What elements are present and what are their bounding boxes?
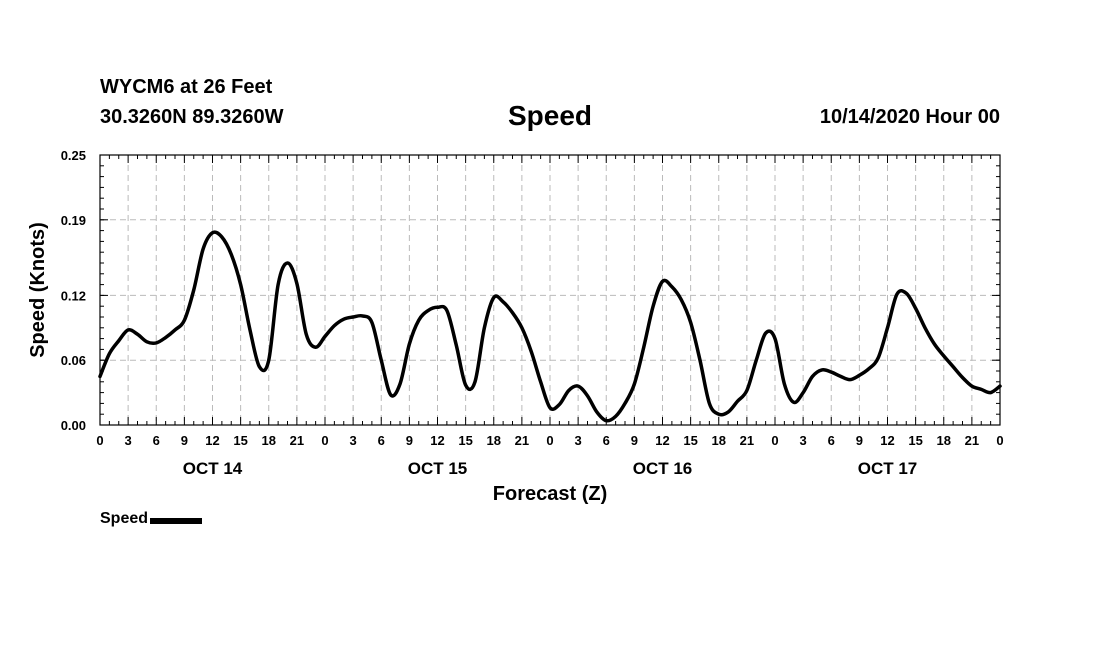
x-tick-label: 21 — [290, 433, 304, 448]
chart-title: Speed — [507, 100, 593, 131]
x-tick-label: 3 — [575, 433, 582, 448]
forecast-run-time: 10/14/2020 Hour 00 — [819, 106, 1000, 128]
series-line-speed — [98, 230, 1002, 423]
x-tick-label: 3 — [800, 433, 807, 448]
x-tick-label: 9 — [181, 433, 188, 448]
x-tick-label: 9 — [856, 433, 863, 448]
x-tick-label: 18 — [262, 433, 276, 448]
x-axis-label: Forecast (Z) — [493, 483, 607, 505]
x-tick-label: 6 — [378, 433, 385, 448]
y-tick-label: 0.12 — [61, 288, 86, 303]
x-tick-label: 12 — [205, 433, 219, 448]
x-tick-label: 18 — [487, 433, 501, 448]
y-tick-label: 0.00 — [61, 418, 86, 433]
x-tick-label: 15 — [233, 433, 247, 448]
y-axis-label: Speed (Knots) — [27, 222, 49, 358]
day-label: OCT 14 — [183, 459, 243, 478]
axis-labels: 0 3 6 9 12 15 18 21 0 3 6 9 12 15 18 21 0 3 6 9 12 15 18 21 0 3 6 9… — [61, 148, 1004, 478]
legend-swatch — [150, 518, 203, 524]
x-tick-label: 0 — [96, 433, 103, 448]
x-tick-label: 3 — [350, 433, 357, 448]
x-tick-label: 0 — [321, 433, 328, 448]
x-tick-label: 15 — [908, 433, 922, 448]
x-tick-label: 12 — [880, 433, 894, 448]
x-tick-label: 15 — [458, 433, 472, 448]
plot-frame — [99, 154, 1001, 426]
x-tick-label: 0 — [546, 433, 553, 448]
x-tick-label: 0 — [771, 433, 778, 448]
x-tick-label: 21 — [515, 433, 529, 448]
x-tick-label: 21 — [740, 433, 754, 448]
x-tick-label: 15 — [683, 433, 697, 448]
x-tick-label: 9 — [406, 433, 413, 448]
legend-label: Speed — [100, 510, 149, 527]
data-layer — [98, 230, 1002, 423]
x-tick-label: 0 — [996, 433, 1003, 448]
x-tick-label: 18 — [712, 433, 726, 448]
x-tick-label: 12 — [430, 433, 444, 448]
y-tick-label: 0.06 — [61, 353, 86, 368]
day-label: OCT 16 — [633, 459, 693, 478]
x-tick-label: 9 — [631, 433, 638, 448]
legend: Speed — [100, 510, 203, 528]
x-tick-label: 6 — [603, 433, 610, 448]
x-tick-label: 3 — [125, 433, 132, 448]
station-name: WYCM6 at 26 Feet — [100, 76, 273, 98]
x-tick-label: 12 — [655, 433, 669, 448]
day-label: OCT 15 — [408, 459, 468, 478]
grid-lines — [100, 155, 1000, 425]
x-tick-label: 18 — [937, 433, 951, 448]
day-label: OCT 17 — [858, 459, 918, 478]
y-tick-label: 0.25 — [61, 148, 86, 163]
x-tick-label: 6 — [153, 433, 160, 448]
y-tick-label: 0.19 — [61, 213, 86, 228]
station-coordinates: 30.3260N 89.3260W — [100, 106, 284, 128]
x-tick-label: 6 — [828, 433, 835, 448]
x-tick-label: 21 — [965, 433, 979, 448]
